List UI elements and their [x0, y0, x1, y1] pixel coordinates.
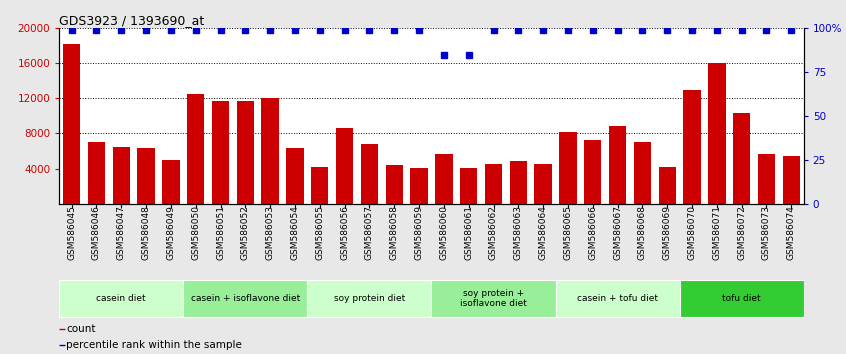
Text: GSM586074: GSM586074: [787, 205, 796, 260]
Bar: [88, 142, 105, 204]
Text: GSM586073: GSM586073: [762, 205, 771, 260]
Text: GSM586047: GSM586047: [117, 205, 126, 260]
Text: GSM586055: GSM586055: [316, 205, 324, 260]
Text: casein + tofu diet: casein + tofu diet: [577, 294, 658, 303]
Text: GSM586045: GSM586045: [67, 205, 76, 260]
Bar: [360, 144, 378, 204]
Text: GSM586060: GSM586060: [439, 205, 448, 260]
Bar: [684, 90, 700, 204]
Text: GSM586072: GSM586072: [737, 205, 746, 260]
Bar: [63, 44, 80, 204]
Bar: [212, 101, 229, 204]
Bar: [559, 132, 577, 204]
Text: GSM586069: GSM586069: [662, 205, 672, 260]
Bar: [162, 160, 179, 204]
Bar: [187, 94, 205, 204]
Text: GSM586067: GSM586067: [613, 205, 622, 260]
Text: GSM586066: GSM586066: [588, 205, 597, 260]
Text: GSM586063: GSM586063: [514, 205, 523, 260]
Text: soy protein diet: soy protein diet: [334, 294, 405, 303]
Text: GSM586068: GSM586068: [638, 205, 647, 260]
Text: GSM586057: GSM586057: [365, 205, 374, 260]
Text: GSM586058: GSM586058: [390, 205, 398, 260]
Bar: [634, 142, 651, 204]
FancyBboxPatch shape: [679, 280, 804, 316]
Text: GSM586051: GSM586051: [216, 205, 225, 260]
Text: GSM586070: GSM586070: [688, 205, 696, 260]
FancyBboxPatch shape: [59, 280, 184, 316]
Text: GSM586071: GSM586071: [712, 205, 722, 260]
Bar: [658, 167, 676, 204]
Bar: [609, 126, 626, 204]
Bar: [237, 101, 254, 204]
Bar: [460, 168, 477, 204]
Text: GSM586053: GSM586053: [266, 205, 275, 260]
Bar: [758, 154, 775, 204]
Text: GSM586046: GSM586046: [92, 205, 101, 260]
Bar: [113, 147, 130, 204]
Text: GSM586048: GSM586048: [141, 205, 151, 260]
Bar: [59, 329, 65, 330]
Bar: [261, 98, 279, 204]
Text: percentile rank within the sample: percentile rank within the sample: [66, 340, 242, 350]
Text: GSM586054: GSM586054: [290, 205, 299, 260]
Bar: [386, 165, 403, 204]
Text: GSM586065: GSM586065: [563, 205, 573, 260]
FancyBboxPatch shape: [184, 280, 307, 316]
Bar: [509, 161, 527, 204]
Text: count: count: [66, 324, 96, 334]
Text: GDS3923 / 1393690_at: GDS3923 / 1393690_at: [59, 14, 205, 27]
Text: GSM586050: GSM586050: [191, 205, 201, 260]
Text: casein + isoflavone diet: casein + isoflavone diet: [190, 294, 300, 303]
Bar: [59, 345, 65, 346]
Bar: [708, 63, 726, 204]
Bar: [535, 164, 552, 204]
Bar: [783, 156, 800, 204]
Text: GSM586049: GSM586049: [167, 205, 175, 260]
Bar: [435, 154, 453, 204]
FancyBboxPatch shape: [307, 280, 431, 316]
Bar: [336, 128, 354, 204]
Bar: [311, 167, 328, 204]
Text: soy protein +
isoflavone diet: soy protein + isoflavone diet: [460, 289, 527, 308]
FancyBboxPatch shape: [556, 280, 679, 316]
Text: GSM586061: GSM586061: [464, 205, 473, 260]
Text: tofu diet: tofu diet: [722, 294, 761, 303]
Bar: [584, 141, 602, 204]
Bar: [733, 113, 750, 204]
Text: GSM586052: GSM586052: [241, 205, 250, 260]
Bar: [485, 164, 503, 204]
Text: GSM586064: GSM586064: [539, 205, 547, 260]
Text: GSM586062: GSM586062: [489, 205, 498, 260]
Text: GSM586056: GSM586056: [340, 205, 349, 260]
Bar: [286, 148, 304, 204]
FancyBboxPatch shape: [431, 280, 556, 316]
Bar: [410, 168, 428, 204]
Bar: [137, 148, 155, 204]
Text: GSM586059: GSM586059: [415, 205, 424, 260]
Text: casein diet: casein diet: [96, 294, 146, 303]
